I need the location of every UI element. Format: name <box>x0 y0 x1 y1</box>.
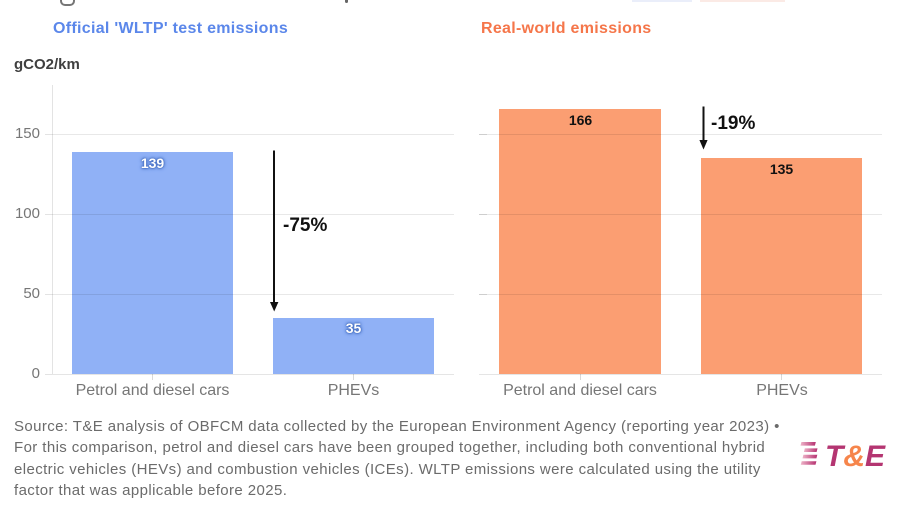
svg-text:T&E: T&E <box>825 440 886 470</box>
